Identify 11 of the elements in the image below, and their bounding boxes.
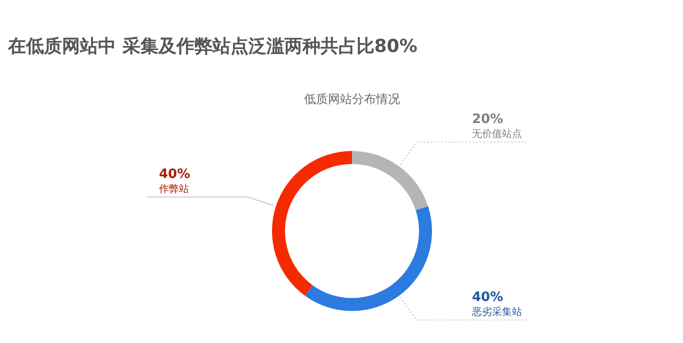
data-label: 40% (472, 290, 504, 305)
donut-slice (352, 151, 428, 210)
data-label: 20% (472, 112, 504, 128)
slice-label: 无价值站点 (472, 128, 522, 140)
chart-subtitle: 低质网站分布情况 (304, 92, 400, 106)
data-label: 40% (159, 167, 190, 182)
chart-title: 在低质网站中 采集及作弊站点泛滥两种共占比80% (7, 36, 418, 57)
donut-slice (272, 151, 352, 296)
slice-label: 恶劣采集站 (471, 306, 522, 318)
slice-label: 作弊站 (158, 183, 189, 196)
donut-slice (304, 206, 432, 311)
